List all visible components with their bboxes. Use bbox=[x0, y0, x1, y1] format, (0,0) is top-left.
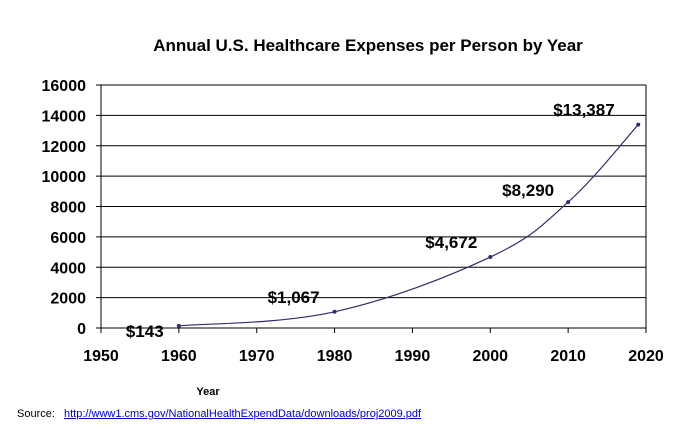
data-labels: $143 $1,067 $4,672 $8,290 $13,387 bbox=[126, 101, 615, 341]
axes: 0 2000 4000 6000 8000 10000 12000 14000 16000 195… bbox=[42, 78, 664, 365]
x-tick-label: 1970 bbox=[239, 348, 275, 365]
y-tick-label: 8000 bbox=[50, 200, 86, 217]
data-point bbox=[566, 200, 571, 205]
x-tick-label: 2010 bbox=[550, 348, 586, 365]
data-point bbox=[332, 309, 337, 314]
x-tick-label: 2020 bbox=[628, 348, 664, 365]
data-point bbox=[636, 122, 641, 127]
data-point bbox=[176, 323, 181, 328]
data-label: $1,067 bbox=[268, 288, 320, 307]
source-link[interactable]: http://www1.cms.gov/NationalHealthExpend… bbox=[63, 408, 422, 420]
y-tick-label: 0 bbox=[77, 321, 86, 338]
x-tick-label: 1980 bbox=[317, 348, 353, 365]
series-line bbox=[178, 124, 639, 327]
x-tick-label: 1950 bbox=[83, 348, 119, 365]
y-tick-label: 6000 bbox=[50, 230, 86, 247]
x-tick-label: 2000 bbox=[472, 348, 508, 365]
x-tick-label: 1960 bbox=[161, 348, 197, 365]
source-note: Source: http://www1.cms.gov/NationalHeal… bbox=[17, 408, 421, 420]
y-tick-label: 16000 bbox=[42, 78, 87, 95]
data-label: $143 bbox=[126, 322, 164, 341]
y-tick-label: 10000 bbox=[42, 169, 87, 186]
grid bbox=[101, 84, 647, 328]
y-tick-label: 12000 bbox=[42, 139, 87, 156]
y-tick-label: 2000 bbox=[50, 291, 86, 308]
source-label: Source: bbox=[17, 408, 55, 420]
data-label: $8,290 bbox=[502, 181, 554, 200]
x-tick-label: 1990 bbox=[395, 348, 431, 365]
y-tick-label: 14000 bbox=[42, 108, 87, 125]
data-label: $13,387 bbox=[553, 101, 614, 120]
y-tick-label: 4000 bbox=[50, 260, 86, 277]
data-label: $4,672 bbox=[425, 233, 477, 252]
x-axis-label: Year bbox=[196, 386, 220, 398]
data-point bbox=[488, 255, 493, 260]
chart-title: Annual U.S. Healthcare Expenses per Pers… bbox=[153, 36, 583, 55]
series bbox=[176, 122, 641, 328]
